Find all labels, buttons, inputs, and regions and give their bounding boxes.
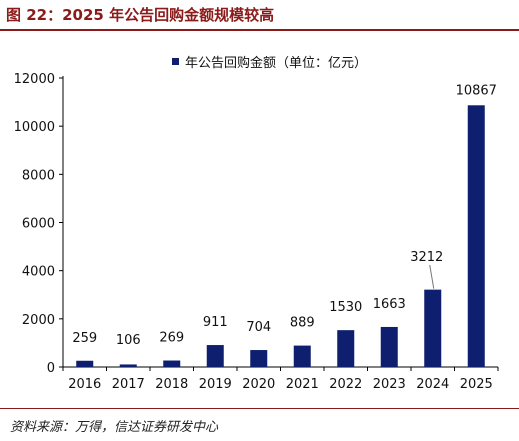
- figure-title-bar: 图 22：2025 年公告回购金额规模较高: [0, 0, 519, 31]
- y-tick-label: 2000: [22, 313, 55, 328]
- source-note: 资料来源：万得，信达证券研发中心: [10, 420, 219, 435]
- data-label: 704: [246, 320, 271, 335]
- figure-title: 图 22：2025 年公告回购金额规模较高: [6, 6, 275, 24]
- data-label: 889: [290, 316, 315, 331]
- data-label: 3212: [410, 250, 443, 265]
- data-labels: 259 106 269 911 704 889 1530 1663 3212 10867: [72, 83, 497, 348]
- bar: [424, 289, 442, 367]
- x-tick-label: 2025: [460, 377, 493, 392]
- bar-chart: 年公告回购金额（单位：亿元） 0 2000 4000 6000 8000 10000 120…: [14, 55, 499, 392]
- legend-swatch: [172, 58, 179, 65]
- bar: [337, 330, 355, 367]
- bar: [293, 345, 311, 367]
- y-tick-label: 0: [47, 361, 55, 376]
- data-label: 106: [116, 333, 141, 348]
- data-label: 10867: [456, 83, 497, 98]
- x-axis: 2016 2017 2018 2019 2020 2021 2022 2023 2024 2025: [62, 366, 499, 392]
- bar: [380, 326, 398, 367]
- chart-legend: 年公告回购金额（单位：亿元）: [172, 55, 367, 71]
- y-tick-label: 8000: [22, 168, 55, 183]
- bar: [467, 105, 485, 368]
- bar: [119, 364, 137, 367]
- data-label: 269: [159, 331, 184, 346]
- data-label: 911: [203, 315, 228, 330]
- data-label: 1663: [373, 297, 406, 312]
- data-label: 1530: [329, 300, 362, 315]
- x-tick-label: 2022: [329, 377, 362, 392]
- x-tick-label: 2020: [242, 377, 275, 392]
- title-divider: [0, 29, 519, 31]
- y-tick-label: 6000: [22, 217, 55, 232]
- x-tick-label: 2024: [416, 377, 449, 392]
- y-tick-label: 4000: [22, 265, 55, 280]
- y-tick-label: 12000: [14, 72, 55, 87]
- x-tick-label: 2016: [68, 377, 101, 392]
- bar: [76, 360, 94, 367]
- x-tick-label: 2019: [199, 377, 232, 392]
- x-tick-label: 2018: [155, 377, 188, 392]
- x-tick-label: 2023: [373, 377, 406, 392]
- data-label-leader: [429, 264, 435, 289]
- bar: [163, 360, 181, 367]
- bar-series: [76, 105, 485, 368]
- y-tick-label: 10000: [14, 120, 55, 135]
- bar: [206, 345, 224, 367]
- y-axis: 0 2000 4000 6000 8000 10000 12000: [14, 72, 64, 376]
- data-label: 259: [72, 331, 97, 346]
- footer-divider: [0, 408, 519, 409]
- bar: [250, 350, 268, 367]
- x-tick-label: 2021: [286, 377, 319, 392]
- x-tick-label: 2017: [112, 377, 145, 392]
- legend-label: 年公告回购金额（单位：亿元）: [185, 55, 367, 71]
